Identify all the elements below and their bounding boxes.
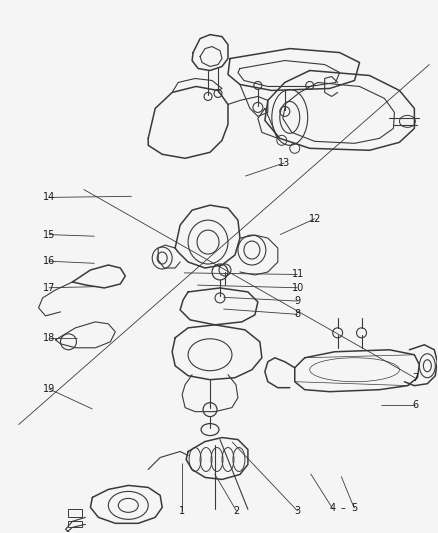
Text: 9: 9 <box>294 296 300 306</box>
Text: 3: 3 <box>294 506 300 516</box>
Text: 18: 18 <box>42 333 55 343</box>
Text: 13: 13 <box>279 158 291 168</box>
Text: 16: 16 <box>42 256 55 266</box>
Bar <box>68 521 82 527</box>
Text: 11: 11 <box>291 270 304 279</box>
Text: 4: 4 <box>329 503 336 513</box>
Text: 15: 15 <box>42 230 55 240</box>
Text: 1: 1 <box>179 506 185 516</box>
Text: 14: 14 <box>42 192 55 203</box>
Text: 2: 2 <box>233 506 240 516</box>
Text: 12: 12 <box>309 214 321 224</box>
Bar <box>68 510 82 518</box>
Text: 5: 5 <box>351 503 357 513</box>
Text: 19: 19 <box>42 384 55 394</box>
Text: 10: 10 <box>291 283 304 293</box>
Text: 7: 7 <box>412 373 419 383</box>
Text: 17: 17 <box>42 283 55 293</box>
Text: 8: 8 <box>294 309 300 319</box>
Text: 6: 6 <box>413 400 419 410</box>
Text: –: – <box>341 503 346 513</box>
